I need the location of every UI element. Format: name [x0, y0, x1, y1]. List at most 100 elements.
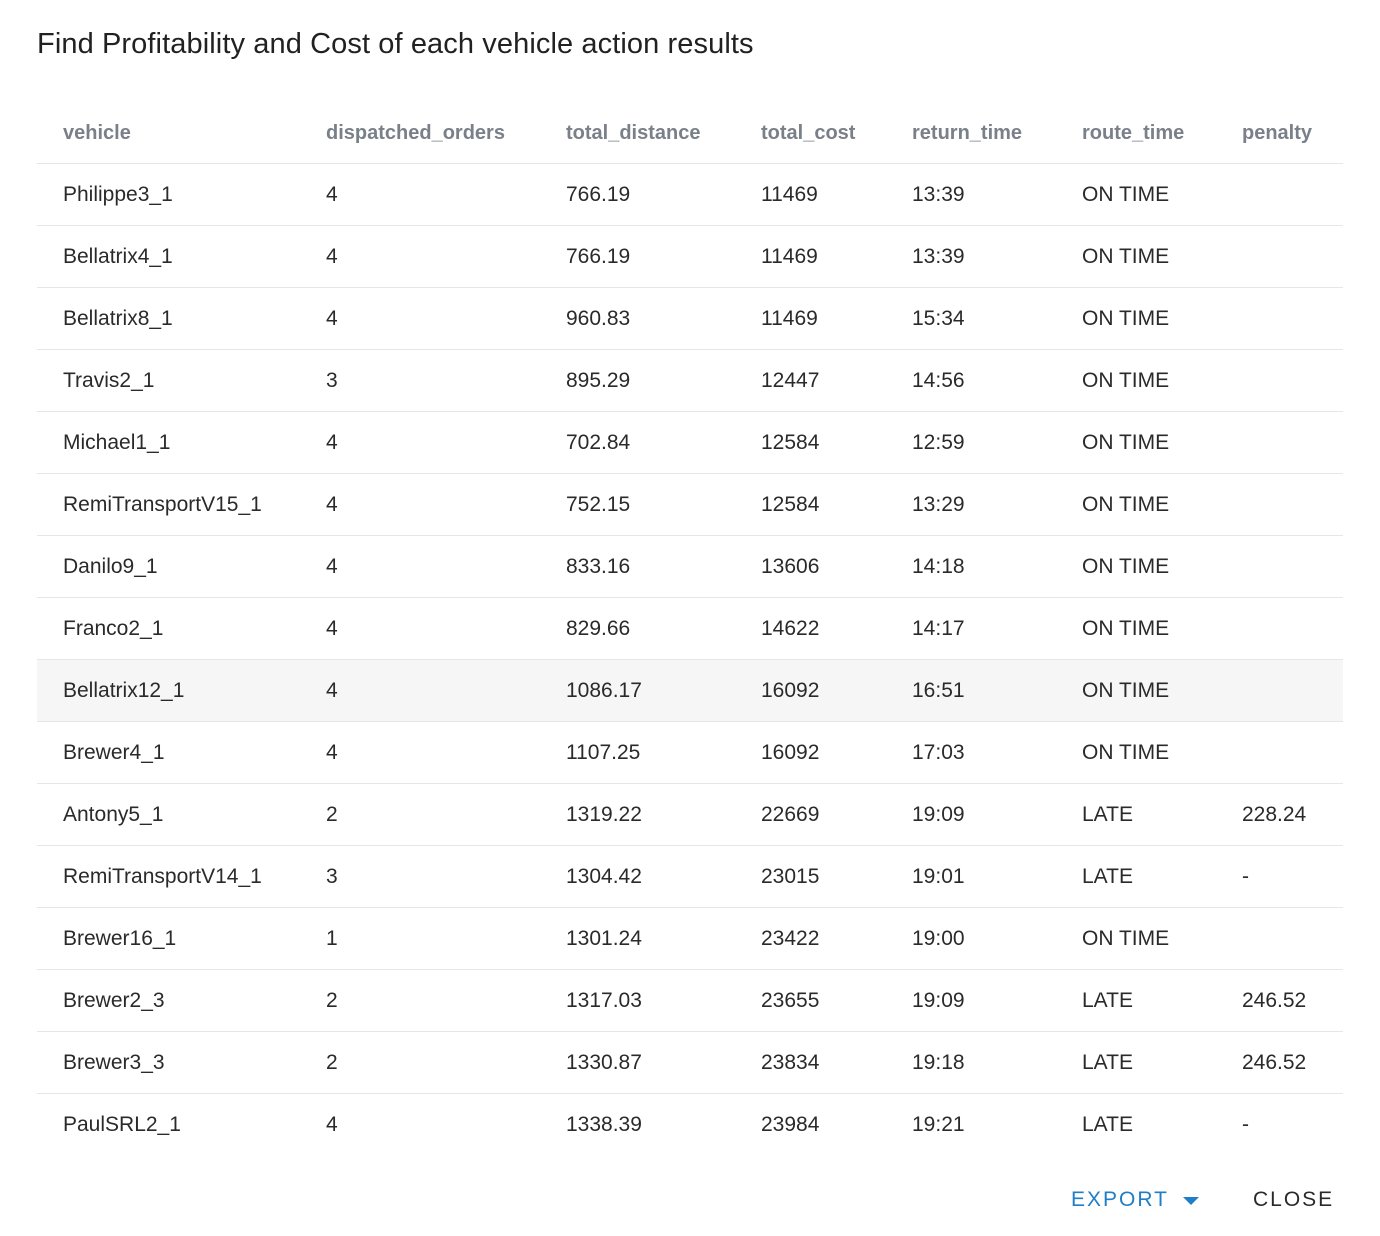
cell-route-time: LATE [1082, 783, 1242, 846]
cell-dispatched-orders: 2 [326, 1031, 566, 1094]
cell-penalty [1242, 163, 1343, 226]
table-row[interactable]: Travis2_1 3 895.29 12447 14:56 ON TIME [37, 349, 1343, 412]
cell-vehicle: Bellatrix4_1 [37, 225, 326, 288]
table-row[interactable]: Bellatrix12_1 4 1086.17 16092 16:51 ON TIME [37, 659, 1343, 722]
cell-total-cost: 12584 [761, 473, 912, 536]
cell-route-time: LATE [1082, 845, 1242, 908]
cell-total-distance: 766.19 [566, 163, 761, 226]
column-header-vehicle[interactable]: vehicle [37, 104, 326, 164]
export-label: EXPORT [1071, 1188, 1169, 1211]
cell-return-time: 19:01 [912, 845, 1082, 908]
table-row[interactable]: Brewer4_1 4 1107.25 16092 17:03 ON TIME [37, 721, 1343, 784]
cell-route-time: ON TIME [1082, 411, 1242, 474]
cell-dispatched-orders: 4 [326, 535, 566, 598]
cell-total-cost: 12584 [761, 411, 912, 474]
header-row: vehicle dispatched_orders total_distance… [37, 104, 1343, 164]
cell-total-cost: 11469 [761, 287, 912, 350]
cell-vehicle: RemiTransportV14_1 [37, 845, 326, 908]
column-header-dispatched-orders[interactable]: dispatched_orders [326, 104, 566, 164]
table-row[interactable]: RemiTransportV14_1 3 1304.42 23015 19:01 LATE… [37, 845, 1343, 908]
table-row[interactable]: Michael1_1 4 702.84 12584 12:59 ON TIME [37, 411, 1343, 474]
cell-vehicle: Bellatrix8_1 [37, 287, 326, 350]
cell-vehicle: Franco2_1 [37, 597, 326, 660]
cell-total-distance: 752.15 [566, 473, 761, 536]
cell-penalty [1242, 287, 1343, 350]
cell-route-time: ON TIME [1082, 535, 1242, 598]
cell-route-time: ON TIME [1082, 349, 1242, 412]
cell-route-time: ON TIME [1082, 287, 1242, 350]
cell-penalty [1242, 907, 1343, 970]
cell-penalty: 246.52 [1242, 1031, 1343, 1094]
cell-total-cost: 23422 [761, 907, 912, 970]
table-row[interactable]: Bellatrix4_1 4 766.19 11469 13:39 ON TIME [37, 225, 1343, 288]
cell-return-time: 15:34 [912, 287, 1082, 350]
dialog-actions: EXPORT CLOSE [0, 1178, 1380, 1222]
cell-penalty [1242, 411, 1343, 474]
cell-total-cost: 23015 [761, 845, 912, 908]
dialog-title: Find Profitability and Cost of each vehi… [37, 28, 754, 60]
table-row[interactable]: Brewer2_3 2 1317.03 23655 19:09 LATE 246.52 [37, 969, 1343, 1032]
column-header-return-time[interactable]: return_time [912, 104, 1082, 164]
column-header-penalty[interactable]: penalty [1242, 104, 1343, 164]
cell-penalty: - [1242, 845, 1343, 908]
cell-penalty [1242, 721, 1343, 784]
table-row[interactable]: PaulSRL2_1 4 1338.39 23984 19:21 LATE - [37, 1094, 1343, 1156]
table-row[interactable]: Franco2_1 4 829.66 14622 14:17 ON TIME [37, 597, 1343, 660]
cell-total-distance: 829.66 [566, 597, 761, 660]
table-row[interactable]: Philippe3_1 4 766.19 11469 13:39 ON TIME [37, 163, 1343, 226]
table-row[interactable]: Brewer16_1 1 1301.24 23422 19:00 ON TIME [37, 907, 1343, 970]
column-header-total-cost[interactable]: total_cost [761, 104, 912, 164]
cell-route-time: LATE [1082, 969, 1242, 1032]
cell-vehicle: Danilo9_1 [37, 535, 326, 598]
cell-penalty [1242, 597, 1343, 660]
cell-return-time: 17:03 [912, 721, 1082, 784]
caret-down-icon [1182, 1197, 1199, 1205]
cell-total-cost: 23984 [761, 1112, 820, 1136]
table-header: vehicle dispatched_orders total_distance… [37, 104, 1343, 164]
cell-total-cost: 23655 [761, 969, 912, 1032]
cell-vehicle: Brewer16_1 [37, 907, 326, 970]
cell-dispatched-orders: 4 [326, 597, 566, 660]
table-body: Philippe3_1 4 766.19 11469 13:39 ON TIME Bella… [37, 163, 1343, 1156]
cell-dispatched-orders: 4 [326, 287, 566, 350]
cell-return-time: 14:18 [912, 535, 1082, 598]
cell-return-time: 13:39 [912, 225, 1082, 288]
cell-penalty: 246.52 [1242, 969, 1343, 1032]
table-row[interactable]: Bellatrix8_1 4 960.83 11469 15:34 ON TIME [37, 287, 1343, 350]
table-row[interactable]: Brewer3_3 2 1330.87 23834 19:18 LATE 246.52 [37, 1031, 1343, 1094]
cell-dispatched-orders: 2 [326, 969, 566, 1032]
cell-penalty [1242, 225, 1343, 288]
cell-route-time: LATE [1082, 1031, 1242, 1094]
cell-vehicle: RemiTransportV15_1 [37, 473, 326, 536]
cell-penalty [1242, 659, 1343, 722]
column-header-total-distance[interactable]: total_distance [566, 104, 761, 164]
cell-vehicle: Antony5_1 [37, 783, 326, 846]
cell-return-time: 19:21 [912, 1112, 965, 1136]
cell-vehicle: Brewer3_3 [37, 1031, 326, 1094]
cell-penalty: 228.24 [1242, 783, 1343, 846]
close-button[interactable]: CLOSE [1253, 1178, 1334, 1222]
cell-total-distance: 1319.22 [566, 783, 761, 846]
cell-return-time: 16:51 [912, 659, 1082, 722]
table-row[interactable]: Danilo9_1 4 833.16 13606 14:18 ON TIME [37, 535, 1343, 598]
cell-total-cost: 13606 [761, 535, 912, 598]
cell-total-cost: 11469 [761, 225, 912, 288]
cell-return-time: 19:09 [912, 969, 1082, 1032]
export-button[interactable]: EXPORT [1071, 1178, 1199, 1222]
cell-total-distance: 833.16 [566, 535, 761, 598]
cell-dispatched-orders: 3 [326, 349, 566, 412]
table-row[interactable]: Antony5_1 2 1319.22 22669 19:09 LATE 228.24 [37, 783, 1343, 846]
table-row[interactable]: RemiTransportV15_1 4 752.15 12584 13:29 ON TI… [37, 473, 1343, 536]
cell-route-time: ON TIME [1082, 597, 1242, 660]
cell-return-time: 14:56 [912, 349, 1082, 412]
cell-vehicle: Travis2_1 [37, 349, 326, 412]
cell-total-cost: 12447 [761, 349, 912, 412]
column-header-route-time[interactable]: route_time [1082, 104, 1242, 164]
cell-total-distance: 1301.24 [566, 907, 761, 970]
cell-total-distance: 702.84 [566, 411, 761, 474]
cell-return-time: 19:09 [912, 783, 1082, 846]
cell-total-distance: 1338.39 [566, 1112, 642, 1136]
cell-total-distance: 960.83 [566, 287, 761, 350]
cell-vehicle: Michael1_1 [37, 411, 326, 474]
results-table-container: vehicle dispatched_orders total_distance… [37, 104, 1343, 1155]
